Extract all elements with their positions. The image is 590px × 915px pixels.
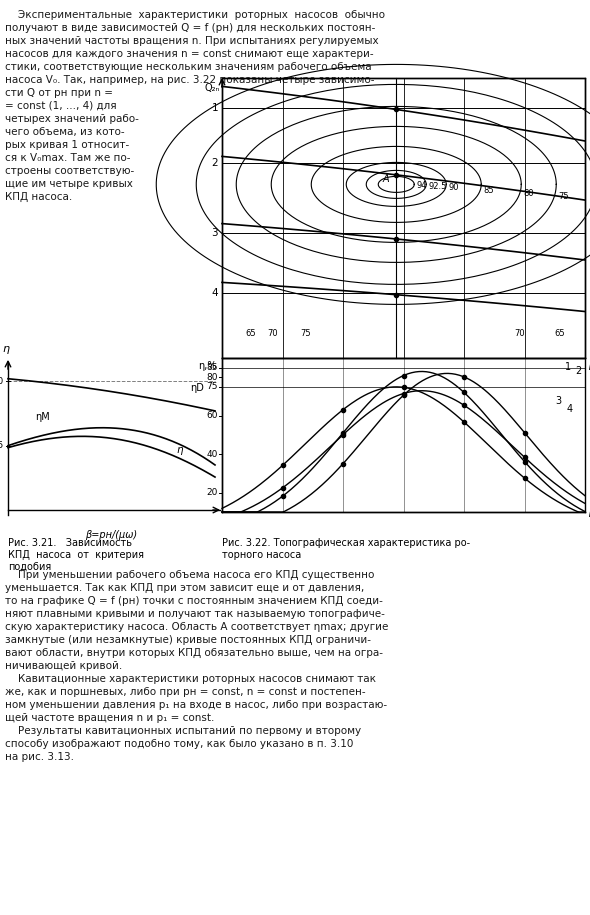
Text: 75: 75 xyxy=(300,329,311,338)
Text: скую характеристику насоса. Область A соответствует ηmax; другие: скую характеристику насоса. Область A со… xyxy=(5,622,388,632)
Text: насосов для каждого значения n = const снимают еще характери-: насосов для каждого значения n = const с… xyxy=(5,49,373,59)
Text: рых кривая 1 относит-: рых кривая 1 относит- xyxy=(5,140,129,150)
Text: 3: 3 xyxy=(555,396,561,406)
Text: Рис. 3.21.   Зависимость: Рис. 3.21. Зависимость xyxy=(8,538,132,548)
Text: ηM: ηM xyxy=(35,413,50,423)
Text: стики, соответствующие нескольким значениям рабочего объема: стики, соответствующие нескольким значен… xyxy=(5,62,372,72)
Text: η: η xyxy=(2,344,9,354)
Text: насоса V₀. Так, например, на рис. 3.22 показаны четыре зависимо-: насоса V₀. Так, например, на рис. 3.22 п… xyxy=(5,75,375,85)
Text: строены соответствую-: строены соответствую- xyxy=(5,166,135,176)
Text: 94: 94 xyxy=(416,181,427,190)
Text: 20: 20 xyxy=(206,489,218,497)
Text: уменьшается. Так как КПД при этом зависит еще и от давления,: уменьшается. Так как КПД при этом зависи… xyxy=(5,583,364,593)
Text: четырех значений рабо-: четырех значений рабо- xyxy=(5,114,139,124)
Text: рн: рн xyxy=(588,507,590,517)
Bar xyxy=(222,78,585,358)
Text: 80: 80 xyxy=(206,372,218,382)
Text: 1: 1 xyxy=(565,362,571,372)
Text: 2: 2 xyxy=(211,158,218,168)
Text: 85: 85 xyxy=(483,186,494,195)
Text: 40: 40 xyxy=(206,450,218,458)
Text: = const (1, ..., 4) для: = const (1, ..., 4) для xyxy=(5,101,117,111)
Text: способу изображают подобно тому, как было указано в п. 3.10: способу изображают подобно тому, как был… xyxy=(5,739,353,749)
Text: η,%: η,% xyxy=(198,361,217,371)
Text: ηD: ηD xyxy=(190,382,204,393)
Text: ных значений частоты вращения n. При испытаниях регулируемых: ных значений частоты вращения n. При исп… xyxy=(5,36,379,46)
Text: 80: 80 xyxy=(523,188,534,198)
Text: торного насоса: торного насоса xyxy=(222,550,301,560)
Text: 65: 65 xyxy=(245,329,256,338)
Text: на рис. 3.13.: на рис. 3.13. xyxy=(5,752,74,762)
Text: Результаты кавитационных испытаний по первому и второму: Результаты кавитационных испытаний по пе… xyxy=(5,726,361,736)
Text: 70: 70 xyxy=(514,329,525,338)
Text: ся к V₀max. Там же по-: ся к V₀max. Там же по- xyxy=(5,153,130,163)
Text: A: A xyxy=(383,175,389,185)
Text: Q₂ₙ: Q₂ₙ xyxy=(205,83,220,93)
Text: При уменьшении рабочего объема насоса его КПД существенно: При уменьшении рабочего объема насоса ег… xyxy=(5,570,375,580)
Text: 0,5: 0,5 xyxy=(0,441,4,450)
Text: 1,0: 1,0 xyxy=(0,377,4,386)
Text: чего объема, из кото-: чего объема, из кото- xyxy=(5,127,124,137)
Text: КПД насоса.: КПД насоса. xyxy=(5,192,72,202)
Text: 75: 75 xyxy=(558,191,569,200)
Text: 65: 65 xyxy=(554,329,565,338)
Text: Кавитационные характеристики роторных насосов снимают так: Кавитационные характеристики роторных на… xyxy=(5,674,376,684)
Text: няют плавными кривыми и получают так называемую топографиче-: няют плавными кривыми и получают так наз… xyxy=(5,609,385,619)
Text: 85: 85 xyxy=(206,363,218,372)
Text: 2: 2 xyxy=(575,366,581,376)
Text: 4: 4 xyxy=(567,404,573,414)
Text: вают области, внутри которых КПД обязательно выше, чем на огра-: вают области, внутри которых КПД обязате… xyxy=(5,648,383,658)
Text: 1: 1 xyxy=(211,103,218,113)
Text: Экспериментальные  характеристики  роторных  насосов  обычно: Экспериментальные характеристики роторны… xyxy=(5,10,385,20)
Text: Рис. 3.22. Топографическая характеристика ро-: Рис. 3.22. Топографическая характеристик… xyxy=(222,538,470,548)
Text: ничивающей кривой.: ничивающей кривой. xyxy=(5,661,122,671)
Text: же, как и поршневых, либо при рн = const, n = const и постепен-: же, как и поршневых, либо при рн = const… xyxy=(5,687,366,697)
Text: подобия: подобия xyxy=(8,562,51,572)
Text: замкнутые (или незамкнутые) кривые постоянных КПД ограничи-: замкнутые (или незамкнутые) кривые посто… xyxy=(5,635,371,645)
Text: получают в виде зависимостей Q = f (рн) для нескольких постоян-: получают в виде зависимостей Q = f (рн) … xyxy=(5,23,375,33)
Text: 92.5: 92.5 xyxy=(428,182,447,191)
Text: η: η xyxy=(176,445,183,455)
Text: ном уменьшении давления р₁ на входе в насос, либо при возрастаю-: ном уменьшении давления р₁ на входе в на… xyxy=(5,700,387,710)
Text: щие им четыре кривых: щие им четыре кривых xyxy=(5,179,133,189)
Text: рн: рн xyxy=(588,360,590,370)
Text: 90: 90 xyxy=(448,183,459,192)
Text: щей частоте вращения n и р₁ = const.: щей частоте вращения n и р₁ = const. xyxy=(5,713,214,723)
Text: β=рн/(μω): β=рн/(μω) xyxy=(85,530,137,540)
Text: 75: 75 xyxy=(206,382,218,392)
Text: 70: 70 xyxy=(267,329,278,338)
Text: 3: 3 xyxy=(211,228,218,238)
Text: то на графике Q = f (рн) точки с постоянным значением КПД соеди-: то на графике Q = f (рн) точки с постоян… xyxy=(5,596,383,606)
Text: КПД  насоса  от  критерия: КПД насоса от критерия xyxy=(8,550,144,560)
Text: 60: 60 xyxy=(206,411,218,420)
Text: сти Q от рн при n =: сти Q от рн при n = xyxy=(5,88,113,98)
Text: 4: 4 xyxy=(211,288,218,298)
